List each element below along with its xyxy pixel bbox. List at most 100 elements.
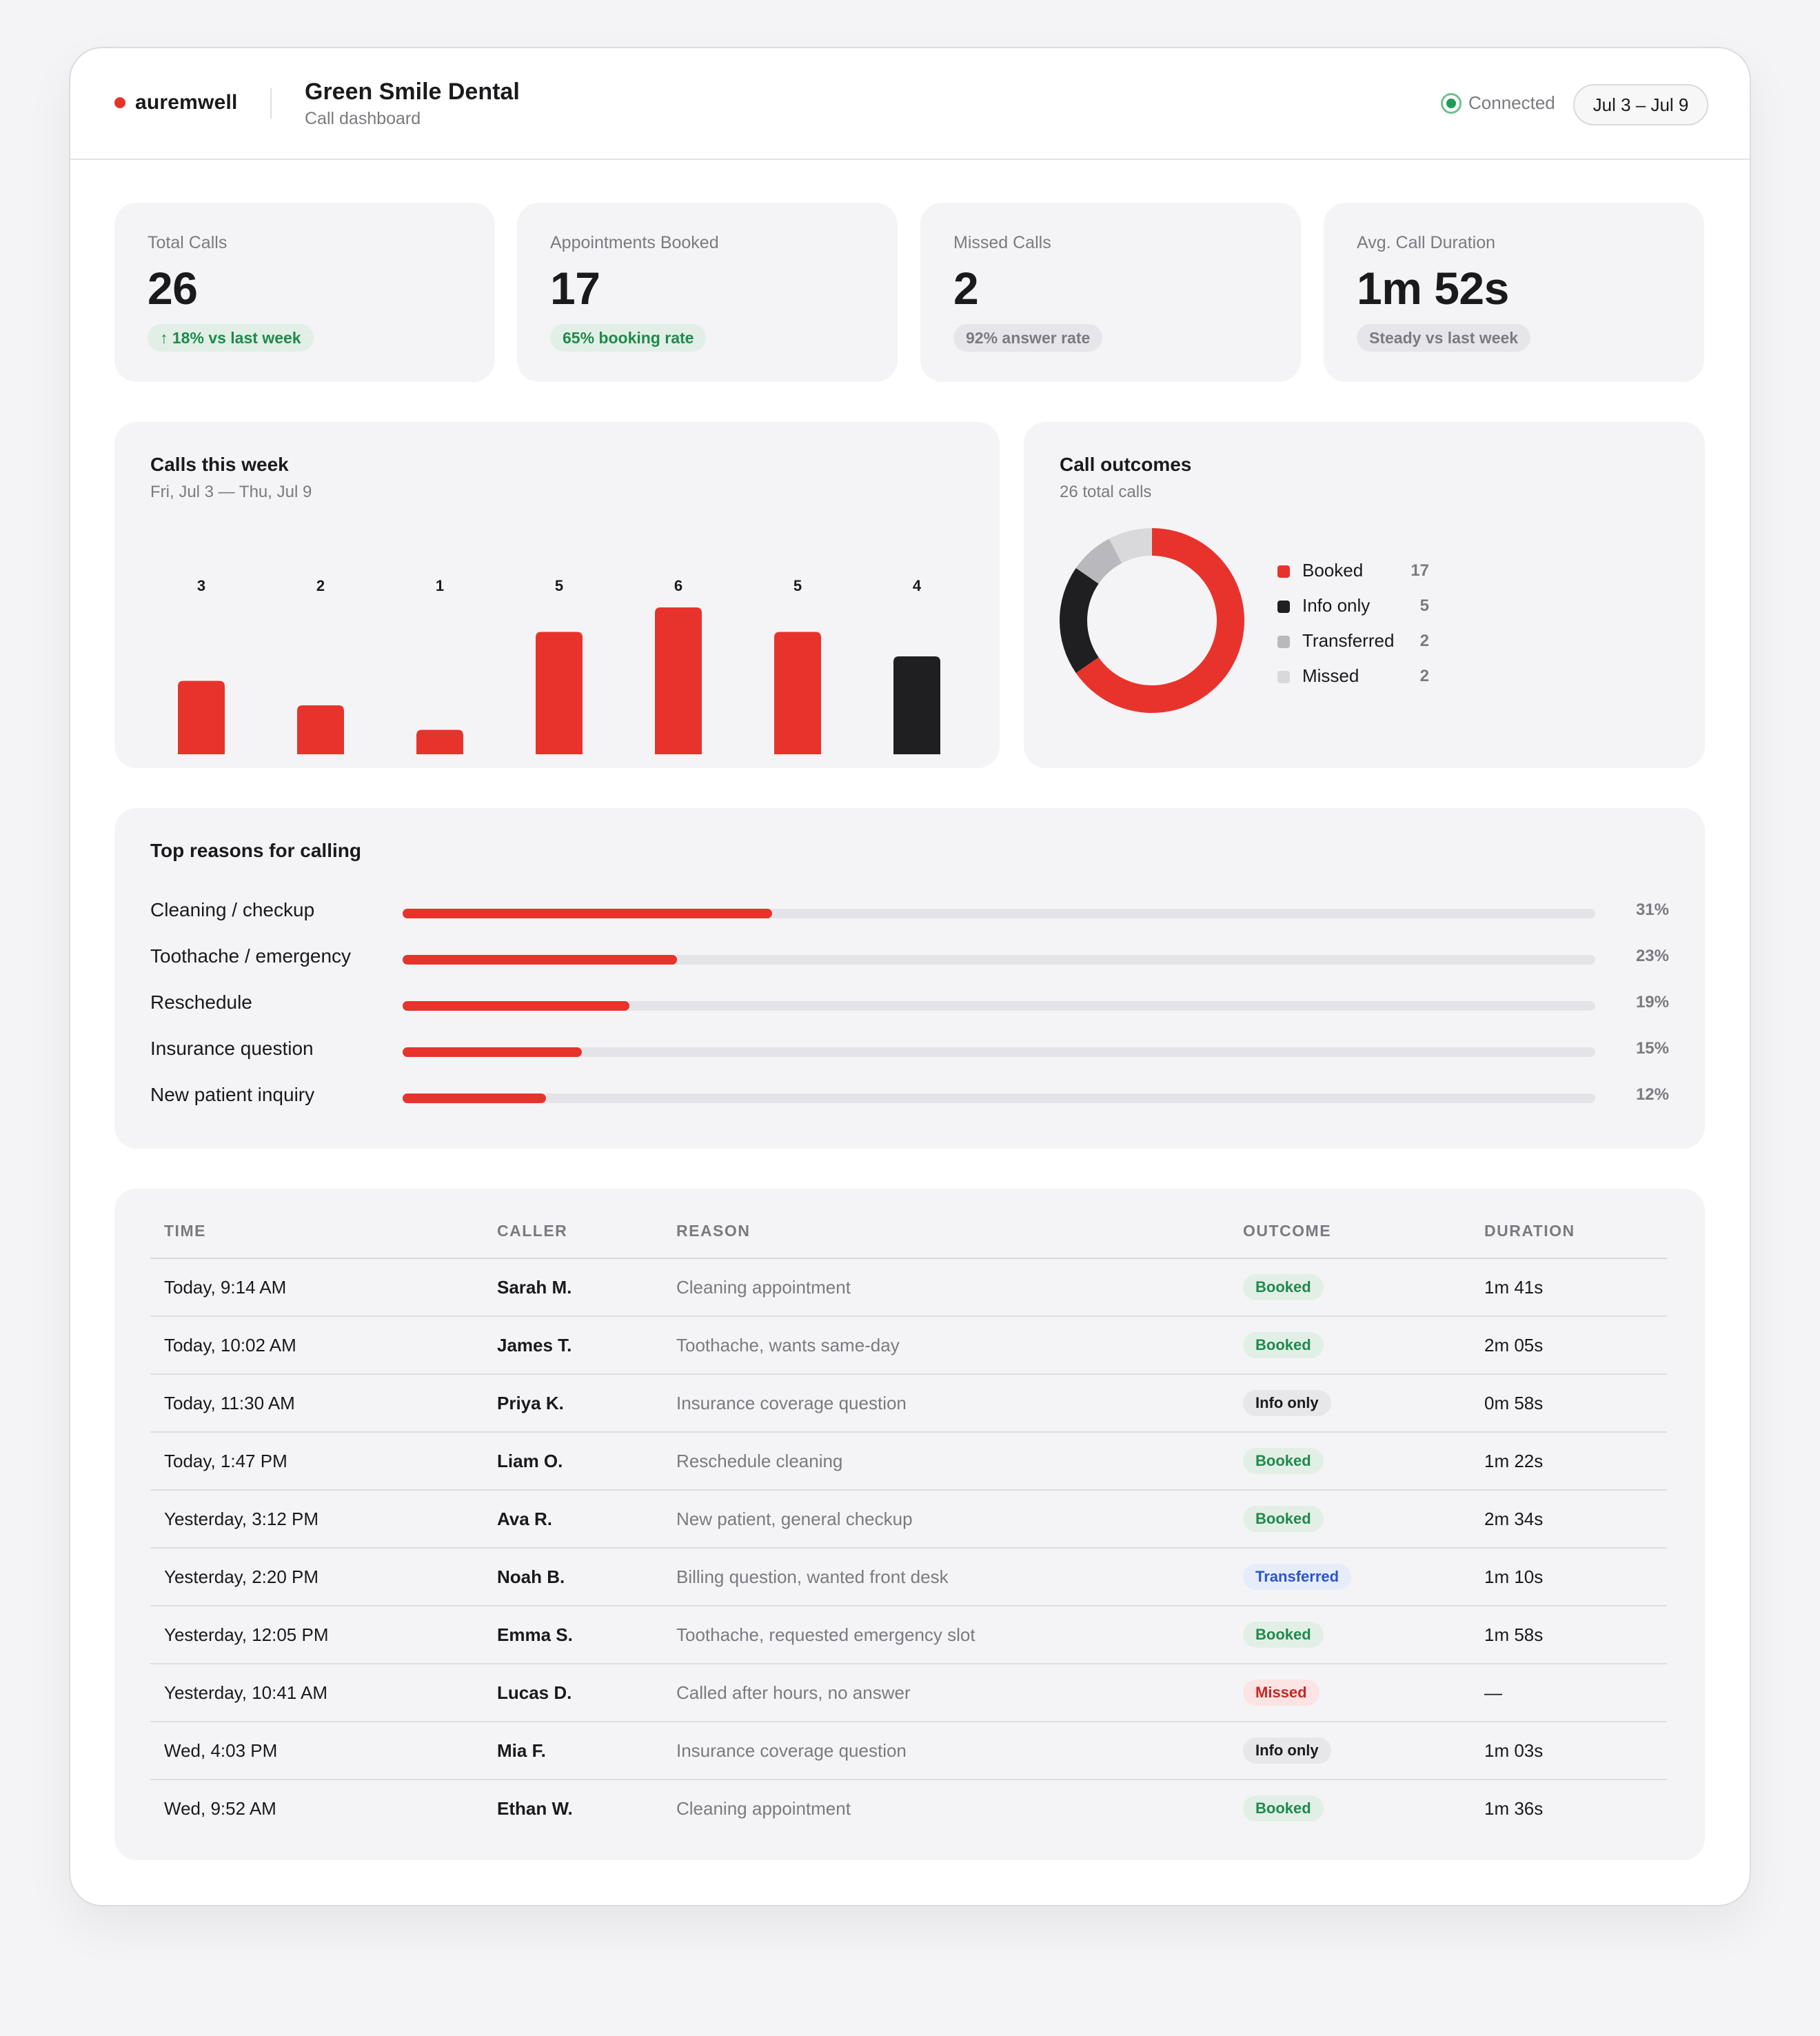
bar-tue[interactable]: [655, 607, 702, 754]
cell-caller: Lucas D.: [497, 1682, 572, 1703]
kpi-label: Total Calls: [148, 233, 228, 252]
reason-percent: 15%: [1635, 1039, 1669, 1058]
cell-caller: Priya K.: [497, 1393, 564, 1413]
table-row[interactable]: Yesterday, 10:41 AM Lucas D. Called after …: [150, 1664, 1667, 1722]
slice-info-only[interactable]: [1060, 567, 1099, 674]
table-row[interactable]: Yesterday, 3:12 PM Ava R. New patient, gen…: [150, 1491, 1667, 1549]
bar-fri[interactable]: [178, 681, 225, 755]
outcome-badge: Booked: [1243, 1274, 1324, 1300]
x-tick-label: Mon: [545, 767, 574, 768]
cell-time: Wed, 4:03 PM: [164, 1740, 278, 1761]
cell-time: Yesterday, 12:05 PM: [164, 1624, 329, 1645]
page-title: Green Smile Dental: [305, 79, 520, 105]
outcome-badge: Booked: [1243, 1332, 1324, 1358]
cell-time: Yesterday, 3:12 PM: [164, 1509, 319, 1529]
cell-reason: Billing question, wanted front desk: [676, 1566, 949, 1587]
column-header-caller[interactable]: CALLER: [497, 1222, 568, 1240]
legend-swatch: [1277, 565, 1290, 578]
legend-item[interactable]: Transferred 2: [1277, 627, 1443, 663]
outcomes-legend: Booked 17 Info only 5 Transferred 2 Missed 2: [1277, 557, 1443, 698]
reason-bar-track: [403, 1001, 1595, 1011]
cell-time: Yesterday, 10:41 AM: [164, 1682, 328, 1703]
cell-reason: Cleaning appointment: [676, 1798, 851, 1819]
brand-name: auremwell: [135, 91, 238, 114]
table-row[interactable]: Wed, 4:03 PM Mia F. Insurance coverage que…: [150, 1722, 1667, 1780]
cell-reason: Insurance coverage question: [676, 1393, 907, 1413]
bar-sat[interactable]: [297, 705, 344, 754]
slice-transferred[interactable]: [1075, 538, 1122, 584]
kpi-value: 1m 52s: [1357, 263, 1509, 314]
reason-percent: 19%: [1635, 993, 1669, 1011]
date-range-button[interactable]: Jul 3 – Jul 9: [1573, 84, 1708, 125]
reason-bar-fill: [403, 1047, 582, 1057]
legend-item[interactable]: Booked 17: [1277, 557, 1443, 592]
table-row[interactable]: Yesterday, 2:20 PM Noah B. Billing questio…: [150, 1549, 1667, 1606]
bar-value-label: 1: [436, 577, 444, 594]
cell-duration: —: [1484, 1682, 1502, 1703]
column-header-outcome[interactable]: OUTCOME: [1243, 1222, 1332, 1240]
reason-bar-fill: [403, 1093, 546, 1103]
brand-logo[interactable]: auremwell: [114, 91, 238, 114]
x-tick-label: Thu: [904, 767, 930, 768]
cell-duration: 1m 58s: [1484, 1624, 1544, 1645]
outcome-badge: Info only: [1243, 1390, 1331, 1416]
cell-reason: Reschedule cleaning: [676, 1451, 843, 1471]
reason-label: New patient inquiry: [150, 1084, 315, 1105]
cell-caller: James T.: [497, 1335, 572, 1355]
reason-bar-fill: [403, 909, 773, 918]
chart-title: Calls this week: [150, 454, 289, 475]
x-tick-label: Tue: [665, 767, 691, 768]
kpi-value: 17: [550, 263, 600, 314]
bar-thu[interactable]: [893, 656, 940, 754]
legend-item[interactable]: Missed 2: [1277, 663, 1443, 698]
chart-title: Top reasons for calling: [150, 840, 361, 861]
outcome-badge: Booked: [1243, 1795, 1324, 1822]
column-header-duration[interactable]: DURATION: [1484, 1222, 1575, 1240]
top-reasons-card: Top reasons for calling Cleaning / check…: [114, 808, 1705, 1149]
header-divider: [270, 88, 272, 119]
table-row[interactable]: Yesterday, 12:05 PM Emma S. Toothache, req…: [150, 1606, 1667, 1664]
legend-value: 17: [1410, 561, 1429, 580]
table-row[interactable]: Today, 1:47 PM Liam O. Reschedule cleaning…: [150, 1433, 1667, 1491]
outcome-badge: Booked: [1243, 1448, 1324, 1474]
table-row[interactable]: Wed, 9:52 AM Ethan W. Cleaning appointment…: [150, 1780, 1667, 1838]
outcome-badge: Booked: [1243, 1506, 1324, 1532]
cell-time: Today, 11:30 AM: [164, 1393, 295, 1413]
bar-mon[interactable]: [536, 632, 583, 755]
legend-label: Info only: [1302, 595, 1371, 616]
slice-missed[interactable]: [1109, 528, 1152, 563]
reason-label: Cleaning / checkup: [150, 899, 315, 920]
column-header-time[interactable]: TIME: [164, 1222, 206, 1240]
cell-duration: 2m 34s: [1484, 1509, 1544, 1529]
table-row[interactable]: Today, 10:02 AM James T. Toothache, wants …: [150, 1317, 1667, 1375]
table-row[interactable]: Today, 9:14 AM Sarah M. Cleaning appointme…: [150, 1259, 1667, 1317]
legend-swatch: [1277, 601, 1290, 613]
x-tick-label: Sat: [309, 767, 332, 768]
status-dot-icon: [1441, 92, 1462, 114]
legend-swatch: [1277, 671, 1290, 683]
legend-label: Booked: [1302, 560, 1364, 581]
outcome-badge: Missed: [1243, 1680, 1320, 1706]
legend-item[interactable]: Info only 5: [1277, 592, 1443, 627]
column-header-reason[interactable]: REASON: [676, 1222, 751, 1240]
bar-value-label: 3: [197, 577, 205, 594]
legend-label: Missed: [1302, 665, 1359, 686]
kpi-card-avg-duration: Avg. Call Duration 1m 52s Steady vs last…: [1324, 203, 1704, 382]
legend-label: Transferred: [1302, 630, 1395, 651]
slice-booked[interactable]: [1075, 528, 1244, 713]
cell-caller: Mia F.: [497, 1740, 546, 1761]
bar-wed[interactable]: [774, 632, 821, 755]
bar-value-label: 6: [674, 577, 682, 594]
legend-value: 2: [1419, 632, 1429, 650]
chart-subtitle: Fri, Jul 3 — Thu, Jul 9: [150, 483, 312, 501]
cell-duration: 0m 58s: [1484, 1393, 1544, 1413]
reason-percent: 31%: [1635, 900, 1669, 919]
brand-dot-icon: [114, 97, 125, 108]
cell-reason: Called after hours, no answer: [676, 1682, 911, 1703]
legend-value: 5: [1419, 596, 1429, 615]
x-tick-label: Wed: [782, 767, 813, 768]
reason-row: Cleaning / checkup 31%: [114, 891, 1705, 932]
table-row[interactable]: Today, 11:30 AM Priya K. Insurance coverag…: [150, 1375, 1667, 1433]
bar-sun[interactable]: [416, 729, 463, 755]
outcome-badge: Booked: [1243, 1622, 1324, 1648]
